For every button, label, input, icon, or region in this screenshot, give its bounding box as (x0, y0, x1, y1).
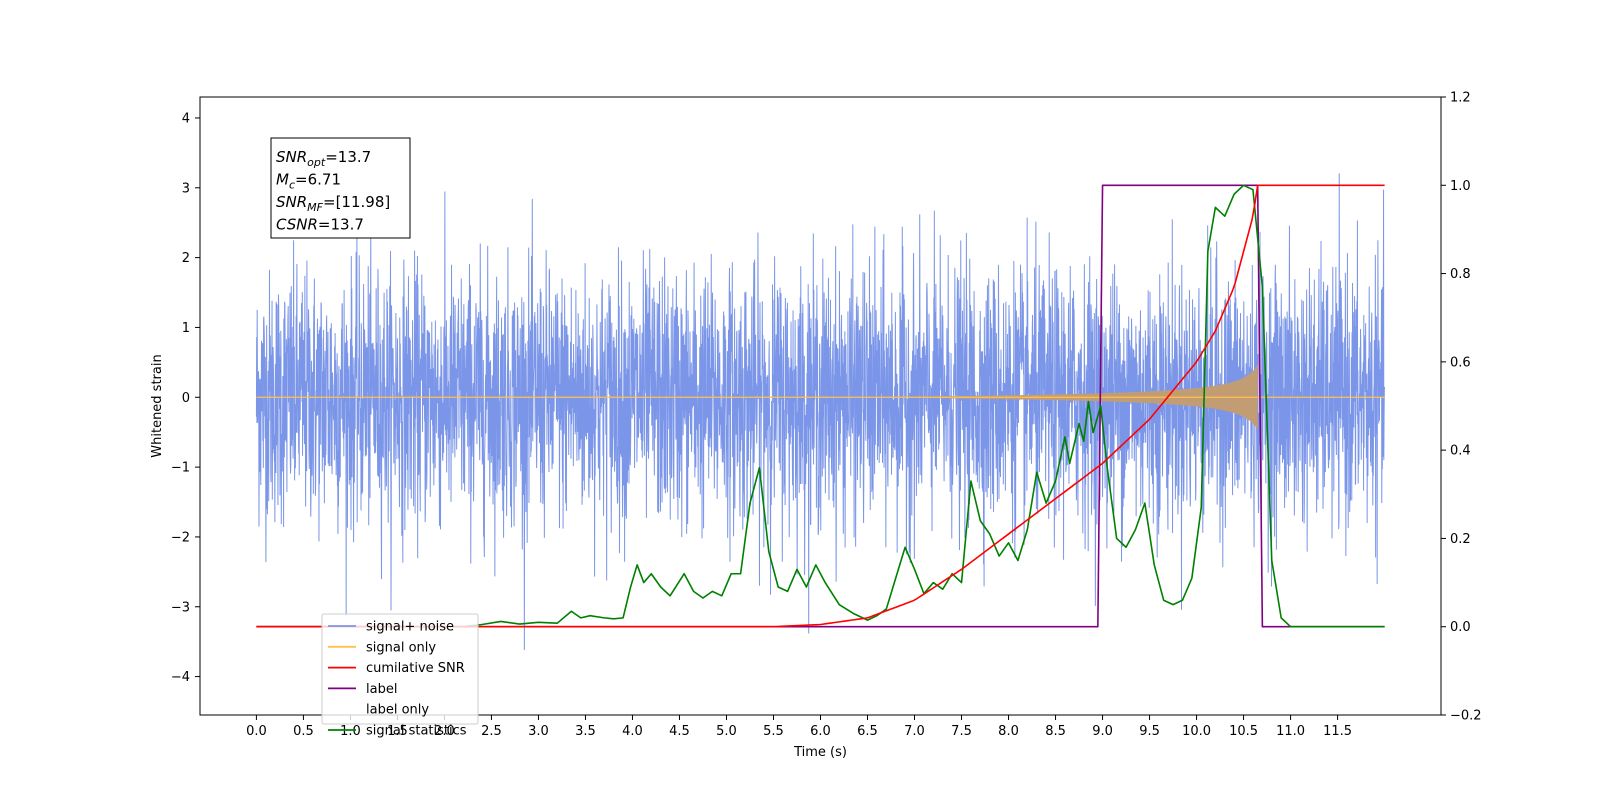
y-left-tick-label: −1 (171, 461, 190, 476)
legend-frame (321, 613, 479, 725)
y-left-tick-label: −4 (171, 670, 190, 685)
y-right-tick-label: 0.6 (1450, 355, 1471, 370)
annotation-line: SNRopt=13.7 (276, 148, 371, 169)
y-right-tick-label: 0.8 (1450, 267, 1471, 282)
annotation-frame (270, 137, 411, 239)
x-tick-label: 8.0 (998, 724, 1019, 739)
legend-label: signal statistics (366, 724, 467, 739)
legend-label: cumilative SNR (366, 661, 465, 676)
y-right-tick-label: 0.4 (1450, 444, 1471, 459)
legend-label: label (366, 682, 397, 697)
y-right-tick-label: 1.2 (1450, 91, 1471, 106)
annotation-line: CSNR=13.7 (276, 216, 364, 234)
plot-layer (255, 173, 1386, 651)
x-tick-label: 6.0 (810, 724, 831, 739)
x-tick-label: 10.0 (1182, 724, 1211, 739)
x-tick-label: 6.5 (857, 724, 878, 739)
y-left-tick-label: −2 (171, 530, 190, 545)
y-left-tick-label: 1 (182, 321, 190, 336)
x-tick-label: 10.5 (1229, 724, 1258, 739)
y-left-tick-label: 0 (182, 391, 190, 406)
x-tick-label: 9.5 (1139, 724, 1160, 739)
y-left-tick-label: −3 (171, 600, 190, 615)
annotation-line: SNRMF=[11.98] (276, 193, 390, 214)
y-axis-title: Whitened strain (150, 354, 165, 457)
x-tick-label: 4.0 (622, 724, 643, 739)
x-tick-label: 2.0 (434, 724, 455, 739)
x-tick-label: 11.0 (1276, 724, 1305, 739)
legend-label: signal+ noise (366, 620, 454, 635)
y-left-tick-label: 2 (182, 251, 190, 266)
series-label (256, 184, 1385, 628)
y-right-tick-label: 0.2 (1450, 532, 1471, 547)
y-right-tick-label: 0.0 (1450, 620, 1471, 635)
y-left-tick-label: 4 (182, 111, 190, 126)
legend-label: label only (366, 703, 429, 718)
legend-label: signal only (366, 640, 436, 655)
x-tick-label: 4.5 (669, 724, 690, 739)
x-tick-label: 1.0 (340, 724, 361, 739)
x-tick-label: 2.5 (481, 724, 502, 739)
x-tick-label: 0.5 (293, 724, 314, 739)
x-tick-label: 3.0 (528, 724, 549, 739)
x-tick-label: 5.0 (716, 724, 737, 739)
y-right-tick-label: −0.2 (1450, 709, 1482, 724)
y-left-tick-label: 3 (182, 181, 190, 196)
x-tick-label: 3.5 (575, 724, 596, 739)
x-tick-label: 7.0 (904, 724, 925, 739)
x-tick-label: 11.5 (1323, 724, 1352, 739)
x-tick-label: 5.5 (763, 724, 784, 739)
x-tick-label: 9.0 (1092, 724, 1113, 739)
y-right-tick-label: 1.0 (1450, 179, 1471, 194)
axes-layer: 0.0 0.5 1.0 1.5 2.0 2.5 3.0 3.5 4.0 4.5 5.0 5.5 6.0 6… (171, 91, 1482, 740)
x-tick-label: 8.5 (1045, 724, 1066, 739)
legend: signal+ noise signal only cumilative SNR la… (321, 613, 479, 739)
x-tick-label: 7.5 (951, 724, 972, 739)
series-signal-noise (255, 173, 1386, 651)
x-axis-title: Time (s) (793, 745, 847, 760)
x-tick-label: 0.0 (246, 724, 267, 739)
annotation-line: Mc=6.71 (276, 171, 341, 192)
x-tick-label: 1.5 (387, 724, 408, 739)
